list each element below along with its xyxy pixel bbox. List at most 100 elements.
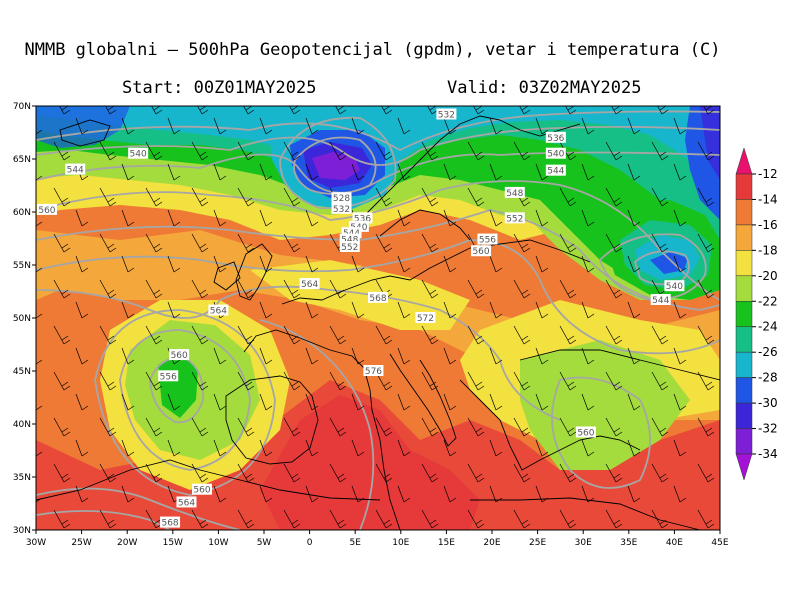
contour-label-text: 552 <box>341 243 358 253</box>
lat-tick-label: 50N <box>13 314 31 324</box>
colorbar-label: -26 <box>758 345 778 359</box>
contour-label-text: 560 <box>193 486 210 496</box>
contour-label-box <box>339 233 360 245</box>
contour-label-text: 540 <box>130 150 147 160</box>
lon-tick-label: 15W <box>163 538 183 548</box>
temperature-colorbar: -12 -14 -16 -18 -20 -22 -24 -26 -28 -30 -32 -34 <box>735 147 778 481</box>
contour-label-box <box>348 220 369 232</box>
contour-label-box <box>158 370 179 382</box>
colorbar-segment <box>735 173 753 200</box>
contour-label-box <box>208 304 229 316</box>
contour-label-text: 564 <box>210 307 227 317</box>
contour-label-text: 572 <box>417 314 434 324</box>
contour-label: 528 <box>331 192 352 204</box>
colorbar-label: -12 <box>758 167 778 181</box>
contour-label: 540 <box>664 280 685 292</box>
contour-label-text: 532 <box>333 205 350 215</box>
contour-label-text: 564 <box>178 498 195 508</box>
contour-label-box <box>339 240 360 252</box>
lon-tick-label: 10W <box>208 538 228 548</box>
contour-label: 548 <box>504 186 525 199</box>
contour-label-text: 564 <box>301 280 318 290</box>
lon-tick-label: 20W <box>117 538 137 548</box>
lon-tick-label: 10E <box>392 538 409 548</box>
contour-label-text: 548 <box>506 189 523 199</box>
contour-label-text: 556 <box>160 372 177 382</box>
lat-tick-label: 35N <box>13 473 31 483</box>
contour-label-text: 556 <box>479 236 496 246</box>
contour-label: 548 <box>339 233 360 246</box>
lat-tick-label: 70N <box>13 102 31 112</box>
contour-label-box <box>169 349 190 361</box>
contour-label: 540 <box>545 147 566 160</box>
colorbar-label: -18 <box>758 243 778 257</box>
lon-tick-label: 40E <box>666 538 683 548</box>
contour-label: 540 <box>128 147 149 160</box>
contour-label-text: 544 <box>547 167 564 177</box>
contour-label-text: 544 <box>67 166 84 176</box>
lon-tick-label: 5E <box>349 538 361 548</box>
contour-label-box <box>415 312 436 323</box>
contour-label-box <box>331 202 352 214</box>
colorbar-segment <box>735 250 753 277</box>
colorbar-segment <box>735 351 753 378</box>
contour-label-box <box>128 147 149 159</box>
contour-label-box <box>650 293 671 305</box>
contour-label-box <box>36 203 57 215</box>
contour-label-box <box>664 280 685 292</box>
lon-tick-label: 35E <box>620 538 637 548</box>
colorbar-segment <box>735 402 753 429</box>
contour-label-box <box>299 278 320 290</box>
axis-ticks: 30W 25W 20W 15W 10W 5W 0 5E 10E 15E 20E 25E 30E 35E 40… <box>13 102 729 548</box>
colorbar-label: -24 <box>758 320 778 334</box>
contour-label-box <box>545 164 566 176</box>
colorbar-segment <box>735 224 753 251</box>
colorbar-label: -20 <box>758 269 778 283</box>
contour-label-box <box>331 192 352 204</box>
contour-label: 536 <box>352 212 373 224</box>
lat-tick-label: 40N <box>13 420 31 430</box>
contour-label-box <box>575 426 596 438</box>
contour-label-text: 536 <box>354 214 371 224</box>
colorbar-label: -22 <box>758 294 778 308</box>
colorbar-segment <box>735 377 753 404</box>
contour-label: 560 <box>575 426 596 438</box>
contour-label-box <box>191 483 212 495</box>
contour-label: 576 <box>363 365 384 377</box>
contour-label-box <box>341 227 362 239</box>
lon-tick-label: 25W <box>71 538 91 548</box>
valid-time: Valid: 03Z02MAY2025 <box>447 78 642 98</box>
contour-label: 568 <box>368 291 388 304</box>
colorbar-segment <box>735 199 753 226</box>
contour-label: 560 <box>471 245 492 257</box>
contour-label-box <box>436 108 457 120</box>
contour-label-box <box>352 212 373 224</box>
contour-label: 544 <box>650 293 671 306</box>
contour-label-text: 536 <box>547 134 564 144</box>
contour-label-text: 568 <box>161 519 178 529</box>
contour-label-box <box>504 186 525 198</box>
start-time: Start: 00Z01MAY2025 <box>122 78 317 98</box>
contour-label: 560 <box>36 203 57 216</box>
contour-label: 572 <box>415 312 436 324</box>
lon-tick-label: 15E <box>438 538 455 548</box>
contour-label: 544 <box>65 163 86 176</box>
chart-title: NMMB globalni — 500hPa Geopotencijal (gp… <box>24 40 721 60</box>
contour-label-text: 532 <box>438 110 455 120</box>
contour-label: 564 <box>176 496 197 508</box>
contour-label-layer: 5325365405445485525565605405445605285325… <box>36 108 685 529</box>
lat-tick-label: 30N <box>13 526 31 536</box>
contour-label: 536 <box>545 131 566 144</box>
contour-label-text: 540 <box>547 150 564 160</box>
contour-label: 560 <box>191 483 212 496</box>
contour-label-box <box>545 147 566 159</box>
lon-tick-label: 45E <box>711 538 728 548</box>
colorbar-label: -34 <box>758 447 778 461</box>
contour-label-text: 560 <box>171 351 188 361</box>
contour-label-text: 560 <box>472 247 489 257</box>
colorbar-label: -28 <box>758 371 778 385</box>
contour-label: 556 <box>158 370 179 382</box>
contour-label: 564 <box>208 304 229 317</box>
colorbar-label: -30 <box>758 396 778 410</box>
